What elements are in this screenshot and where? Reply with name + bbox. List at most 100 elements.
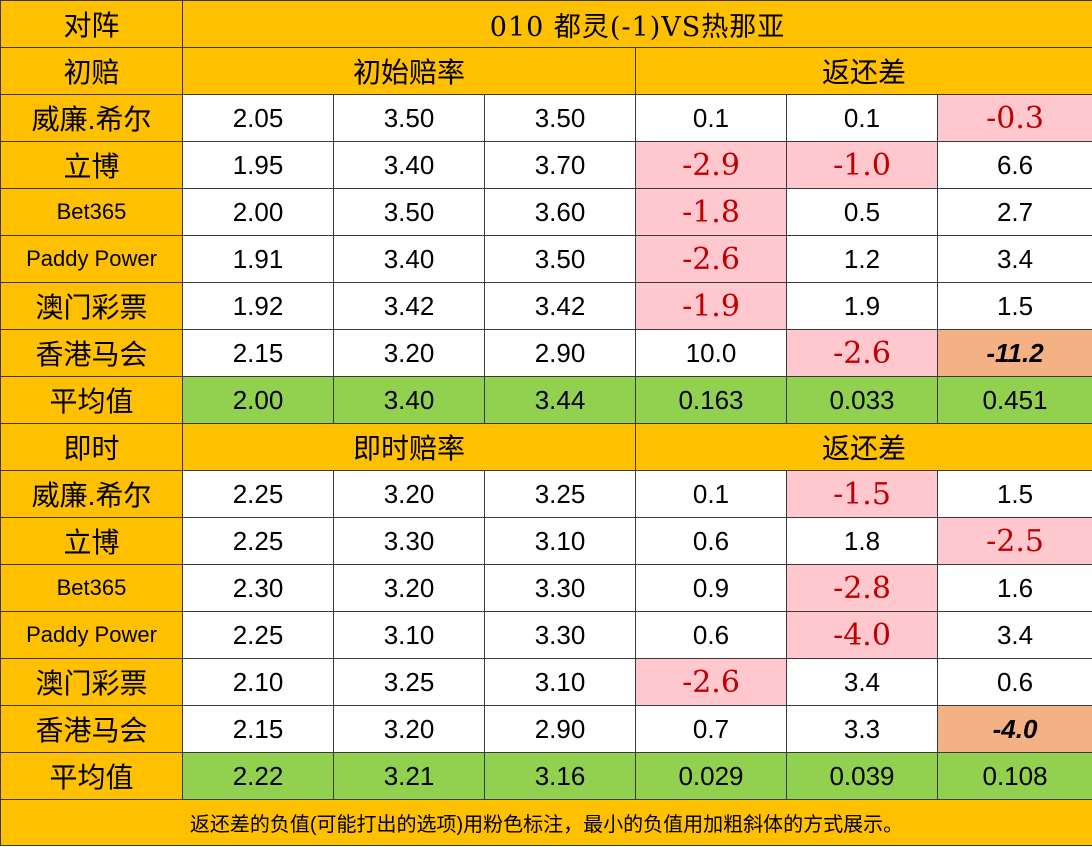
return-diff-cell: 10.0 (635, 329, 787, 377)
bookmaker-name: 香港马会 (0, 329, 183, 377)
odds-cell: 3.20 (333, 329, 485, 377)
odds-cell: 3.50 (333, 94, 485, 142)
bookmaker-name: 澳门彩票 (0, 658, 183, 706)
odds-cell: 3.30 (484, 564, 636, 612)
return-diff-cell: 1.6 (936, 564, 1092, 612)
section-header-row: 即时 即时赔率 返还差 (0, 423, 1092, 471)
return-diff-cell: 0.7 (635, 705, 787, 753)
odds-cell: 3.30 (484, 611, 636, 659)
odds-cell: 3.25 (484, 470, 636, 518)
bookmaker-name: 澳门彩票 (0, 282, 183, 330)
minimum-diff-cell: -4.0 (936, 705, 1092, 753)
return-diff-cell: 1.9 (786, 282, 938, 330)
section-label: 初赔 (0, 47, 183, 95)
negative-diff-cell: -4.0 (786, 611, 938, 659)
matchup-row: 对阵 010 都灵(-1)VS热那亚 (0, 0, 1092, 48)
odds-cell: 1.91 (182, 235, 334, 283)
return-diff-cell: 0.1 (635, 470, 787, 518)
negative-diff-cell: -2.6 (635, 235, 787, 283)
odds-cell: 3.10 (484, 517, 636, 565)
average-odds-cell: 2.22 (182, 752, 334, 800)
negative-diff-cell: -2.9 (635, 141, 787, 189)
return-diff-cell: 6.6 (936, 141, 1092, 189)
table-row: 立博 1.95 3.40 3.70 -2.9 -1.0 6.6 (0, 141, 1092, 189)
return-diff-cell: 0.9 (635, 564, 787, 612)
odds-cell: 3.60 (484, 188, 636, 236)
section-header-row: 初赔 初始赔率 返还差 (0, 47, 1092, 95)
return-diff-cell: 3.4 (936, 611, 1092, 659)
return-diff-cell: 1.5 (936, 470, 1092, 518)
return-diff-cell: 0.6 (635, 611, 787, 659)
minimum-diff-cell: -11.2 (936, 329, 1092, 377)
odds-cell: 2.15 (182, 705, 334, 753)
return-diff-cell: 2.7 (936, 188, 1092, 236)
odds-cell: 2.10 (182, 658, 334, 706)
table-row: Paddy Power 2.25 3.10 3.30 0.6 -4.0 3.4 (0, 611, 1092, 659)
odds-cell: 3.40 (333, 235, 485, 283)
table-row: 威廉.希尔 2.05 3.50 3.50 0.1 0.1 -0.3 (0, 94, 1092, 142)
average-diff-cell: 0.033 (786, 376, 938, 424)
return-diff-cell: 3.4 (936, 235, 1092, 283)
average-diff-cell: 0.029 (635, 752, 787, 800)
odds-cell: 3.50 (484, 235, 636, 283)
odds-cell: 2.90 (484, 329, 636, 377)
match-title: 010 都灵(-1)VS热那亚 (181, 0, 1092, 48)
average-label: 平均值 (0, 752, 183, 800)
return-diff-cell: 0.1 (635, 94, 787, 142)
return-diff-cell: 0.6 (635, 517, 787, 565)
average-diff-cell: 0.451 (936, 376, 1092, 424)
bookmaker-name: 威廉.希尔 (0, 470, 183, 518)
odds-cell: 3.20 (333, 705, 485, 753)
average-diff-cell: 0.039 (786, 752, 938, 800)
bookmaker-name: 威廉.希尔 (0, 94, 183, 142)
footer-row: 返还差的负值(可能打出的选项)用粉色标注，最小的负值用加粗斜体的方式展示。 (0, 799, 1092, 846)
return-diff-cell: 3.4 (786, 658, 938, 706)
return-diff-cell: 0.1 (786, 94, 938, 142)
odds-header: 初始赔率 (182, 47, 636, 95)
average-diff-cell: 0.163 (635, 376, 787, 424)
average-odds-cell: 3.40 (333, 376, 485, 424)
bookmaker-name: 香港马会 (0, 705, 183, 753)
odds-cell: 3.20 (333, 470, 485, 518)
average-odds-cell: 3.44 (484, 376, 636, 424)
odds-cell: 3.20 (333, 564, 485, 612)
odds-cell: 2.15 (182, 329, 334, 377)
negative-diff-cell: -1.0 (786, 141, 938, 189)
table-row: Bet365 2.00 3.50 3.60 -1.8 0.5 2.7 (0, 188, 1092, 236)
table-row: 澳门彩票 1.92 3.42 3.42 -1.9 1.9 1.5 (0, 282, 1092, 330)
odds-cell: 2.25 (182, 470, 334, 518)
return-diff-header: 返还差 (634, 47, 1092, 95)
bookmaker-name: 立博 (0, 141, 183, 189)
odds-cell: 2.25 (182, 517, 334, 565)
odds-cell: 1.92 (182, 282, 334, 330)
odds-cell: 3.50 (484, 94, 636, 142)
negative-diff-cell: -1.5 (786, 470, 938, 518)
bookmaker-name: Bet365 (0, 564, 183, 612)
negative-diff-cell: -1.9 (635, 282, 787, 330)
bookmaker-name: 立博 (0, 517, 183, 565)
negative-diff-cell: -2.6 (635, 658, 787, 706)
bookmaker-name: Paddy Power (0, 235, 183, 283)
table-row: 澳门彩票 2.10 3.25 3.10 -2.6 3.4 0.6 (0, 658, 1092, 706)
odds-cell: 3.70 (484, 141, 636, 189)
average-label: 平均值 (0, 376, 183, 424)
odds-cell: 3.42 (484, 282, 636, 330)
bookmaker-name: Bet365 (0, 188, 183, 236)
return-diff-cell: 3.3 (786, 705, 938, 753)
return-diff-cell: 1.5 (936, 282, 1092, 330)
return-diff-cell: 1.2 (786, 235, 938, 283)
odds-header: 即时赔率 (182, 423, 636, 471)
bookmaker-name: Paddy Power (0, 611, 183, 659)
odds-cell: 2.90 (484, 705, 636, 753)
odds-cell: 2.00 (182, 188, 334, 236)
average-row: 平均值 2.00 3.40 3.44 0.163 0.033 0.451 (0, 376, 1092, 424)
average-odds-cell: 3.21 (333, 752, 485, 800)
return-diff-cell: 0.5 (786, 188, 938, 236)
table-row: 香港马会 2.15 3.20 2.90 10.0 -2.6 -11.2 (0, 329, 1092, 377)
negative-diff-cell: -2.8 (786, 564, 938, 612)
table-row: 立博 2.25 3.30 3.10 0.6 1.8 -2.5 (0, 517, 1092, 565)
matchup-label: 对阵 (0, 0, 183, 48)
negative-diff-cell: -2.6 (786, 329, 938, 377)
negative-diff-cell: -0.3 (936, 94, 1092, 142)
